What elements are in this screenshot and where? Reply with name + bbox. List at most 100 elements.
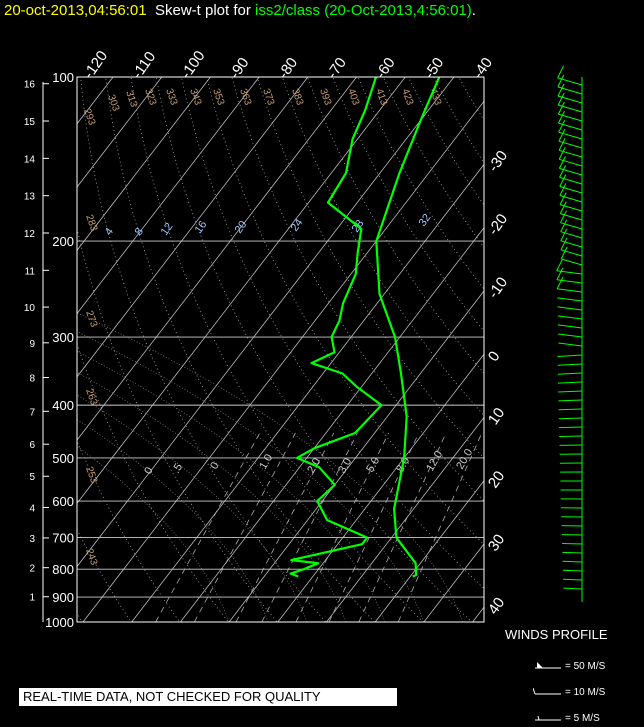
mixing-ratio-line bbox=[328, 432, 420, 622]
wind-barb bbox=[562, 569, 583, 572]
wind-barb-feather bbox=[559, 174, 567, 187]
isotherm bbox=[423, 543, 484, 622]
wind-key-5-label: = 5 M/S bbox=[565, 713, 600, 724]
mixing-ratio-label: 32 bbox=[417, 212, 434, 229]
height-tick-label: 4 bbox=[29, 503, 35, 514]
wind-barb bbox=[557, 372, 583, 375]
moist-adiabat bbox=[77, 331, 425, 622]
isotherm bbox=[521, 77, 644, 622]
right-temperature-tick-label: 30 bbox=[485, 531, 508, 554]
dry-adiabat-label: 383 bbox=[289, 87, 305, 107]
wind-barb bbox=[560, 240, 583, 248]
temperature-trace bbox=[375, 77, 441, 578]
wind-barb bbox=[558, 408, 583, 411]
dry-adiabat-label: 323 bbox=[142, 87, 158, 107]
wind-barb-feather bbox=[560, 246, 568, 260]
height-tick-label: 1 bbox=[29, 593, 35, 604]
wind-barb-feather bbox=[560, 237, 568, 251]
wind-barb-feather bbox=[558, 147, 566, 160]
wind-barb bbox=[557, 306, 583, 311]
isotherm bbox=[326, 416, 484, 622]
wind-barb-feather bbox=[558, 138, 566, 151]
wind-barb bbox=[557, 363, 583, 366]
wind-barb-feather bbox=[556, 276, 564, 290]
dry-adiabat bbox=[407, 77, 484, 206]
mixing-ratio-label: 8 bbox=[133, 226, 146, 238]
top-temperature-tick-label: -70 bbox=[324, 55, 350, 83]
dry-adiabat bbox=[433, 77, 484, 164]
dry-adiabat-label: 363 bbox=[237, 87, 253, 107]
wind-barb bbox=[557, 324, 583, 329]
mixing-ratio-line bbox=[194, 432, 296, 622]
dry-adiabat-label: 423 bbox=[399, 87, 415, 107]
wind-barb-feather bbox=[556, 267, 564, 281]
wind-barb-feather bbox=[559, 201, 567, 214]
winds-profile-title: WINDS PROFILE bbox=[505, 627, 608, 642]
isotherm bbox=[77, 77, 455, 568]
height-tick-label: 11 bbox=[25, 266, 36, 277]
dry-adiabat-label: 243 bbox=[83, 547, 99, 567]
dry-adiabat-label: 313 bbox=[123, 89, 139, 109]
isotherm bbox=[82, 100, 484, 622]
wind-barb bbox=[558, 342, 583, 347]
height-tick-label: 7 bbox=[29, 407, 35, 418]
isotherm bbox=[131, 163, 484, 622]
title-plot-label: Skew-t plot for bbox=[154, 2, 251, 19]
pressure-tick-label: 900 bbox=[52, 590, 74, 605]
wind-barb bbox=[562, 551, 583, 554]
mixing-ratio-mid-label: 20.0 bbox=[454, 447, 475, 472]
pressure-tick-label: 700 bbox=[52, 531, 74, 546]
moist-adiabat bbox=[77, 445, 230, 622]
right-temperature-tick-label: -10 bbox=[485, 274, 511, 302]
wind-barb-feather bbox=[558, 128, 566, 142]
mixing-ratio-mid-label: 3.0 bbox=[336, 456, 354, 475]
dry-adiabat bbox=[77, 226, 278, 622]
mixing-ratio-label: 16 bbox=[193, 219, 210, 236]
pressure-tick-label: 400 bbox=[52, 398, 74, 413]
wind-barb-feather bbox=[560, 228, 568, 242]
pressure-tick-label: 1000 bbox=[45, 615, 74, 630]
height-tick-label: 13 bbox=[24, 192, 36, 203]
isotherm bbox=[77, 77, 309, 378]
isotherm bbox=[374, 480, 484, 622]
wind-barb-feather bbox=[559, 192, 567, 205]
wind-barb-feather bbox=[557, 101, 565, 115]
right-temperature-tick-label: 0 bbox=[485, 348, 504, 365]
right-temperature-tick-label: 10 bbox=[485, 405, 508, 428]
wind-barb bbox=[557, 95, 583, 104]
dry-adiabat bbox=[77, 612, 83, 622]
dewpoint-trace bbox=[289, 77, 383, 578]
pressure-tick-label: 200 bbox=[52, 234, 74, 249]
wind-barb-feather bbox=[560, 219, 568, 232]
wind-barb bbox=[562, 560, 583, 563]
wind-barb bbox=[557, 315, 583, 320]
wind-barb-feather bbox=[559, 165, 567, 178]
moist-adiabat bbox=[77, 312, 464, 622]
wind-barb bbox=[560, 222, 583, 230]
top-temperature-tick-label: -40 bbox=[470, 55, 496, 83]
mixing-ratio-line bbox=[358, 432, 447, 622]
dry-adiabat-label: 403 bbox=[345, 87, 361, 107]
dry-adiabat bbox=[534, 77, 644, 634]
wind-barb bbox=[559, 435, 583, 437]
quality-notice: REAL-TIME DATA, NOT CHECKED FOR QUALITY bbox=[19, 688, 397, 706]
wind-key-10-label: = 10 M/S bbox=[565, 687, 606, 698]
dry-adiabat-label: 413 bbox=[373, 87, 389, 107]
height-tick-label: 3 bbox=[29, 534, 35, 545]
dry-adiabat-label: 263 bbox=[83, 387, 99, 407]
wind-barb-feather bbox=[558, 156, 566, 169]
mixing-ratio-line bbox=[235, 432, 335, 622]
dry-adiabat-label: 273 bbox=[83, 309, 99, 329]
dry-adiabat-label: 293 bbox=[81, 107, 97, 127]
dry-adiabat bbox=[206, 77, 484, 546]
height-tick-label: 14 bbox=[24, 154, 36, 165]
isotherm bbox=[180, 227, 484, 622]
dry-adiabat-label: 303 bbox=[105, 93, 121, 113]
dry-adiabat-label: 353 bbox=[210, 87, 226, 107]
pressure-tick-label: 800 bbox=[52, 562, 74, 577]
top-temperature-tick-label: -80 bbox=[275, 55, 301, 83]
top-temperature-tick-label: -50 bbox=[421, 55, 447, 83]
mixing-ratio-label: 24 bbox=[289, 217, 306, 234]
dry-adiabat bbox=[181, 77, 484, 590]
right-temperature-tick-label: 20 bbox=[485, 468, 508, 491]
